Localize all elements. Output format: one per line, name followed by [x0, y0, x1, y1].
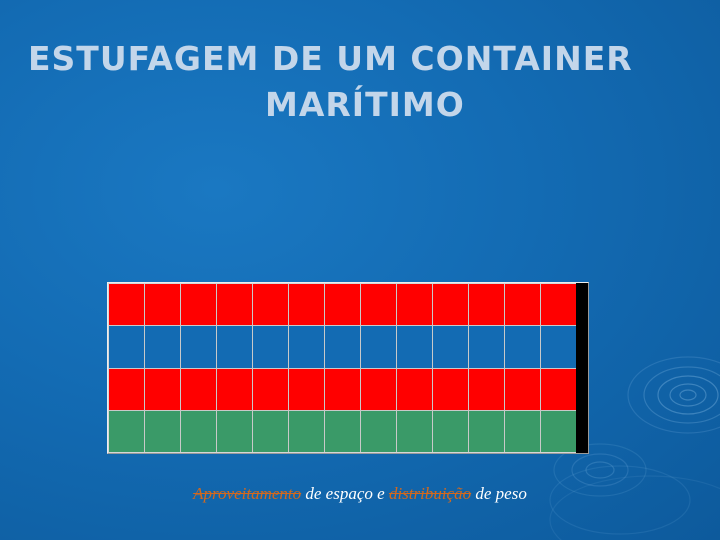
cargo-crate-green: [469, 410, 504, 452]
title-line-2: MARÍTIMO: [265, 85, 465, 124]
cargo-crate-green: [109, 410, 144, 452]
cargo-crate-green: [325, 410, 360, 452]
cargo-crate-red: [469, 368, 504, 410]
cargo-crate-blue: [397, 326, 432, 368]
cargo-crate-red: [181, 368, 216, 410]
cargo-crate-red: [505, 368, 540, 410]
cargo-crate-red: [145, 284, 180, 326]
cargo-crate-blue: [469, 326, 504, 368]
cargo-crate-red: [109, 284, 144, 326]
cargo-crate-blue: [325, 326, 360, 368]
cargo-crate-blue: [433, 326, 468, 368]
cargo-crate-blue: [289, 326, 324, 368]
cargo-crate-green: [253, 410, 288, 452]
cargo-crate-blue: [541, 326, 576, 368]
cargo-crate-blue: [145, 326, 180, 368]
cargo-crate-blue: [109, 326, 144, 368]
caption-word-distribuicao: distribuição: [388, 484, 472, 503]
cargo-crate-red: [541, 368, 576, 410]
cargo-crate-red: [289, 284, 324, 326]
cargo-crate-red: [325, 368, 360, 410]
cargo-crate-green: [541, 410, 576, 452]
cargo-crate-red: [433, 368, 468, 410]
cargo-crate-red: [253, 368, 288, 410]
cargo-crate-blue: [217, 326, 252, 368]
cargo-crate-green: [217, 410, 252, 452]
cargo-crate-green: [505, 410, 540, 452]
caption-text-de-espaco: de espaço e: [301, 484, 389, 503]
cargo-crate-green: [397, 410, 432, 452]
cargo-grid: [109, 284, 576, 452]
cargo-crate-green: [433, 410, 468, 452]
cargo-crate-red: [361, 368, 396, 410]
cargo-crate-red: [397, 284, 432, 326]
cargo-crate-red: [361, 284, 396, 326]
caption: Aproveitamento de espaço e distribuição …: [0, 483, 720, 505]
cargo-crate-red: [325, 284, 360, 326]
cargo-crate-blue: [361, 326, 396, 368]
cargo-crate-red: [217, 284, 252, 326]
shipping-container: [107, 282, 589, 454]
cargo-crate-red: [289, 368, 324, 410]
cargo-crate-red: [505, 284, 540, 326]
cargo-crate-blue: [253, 326, 288, 368]
cargo-crate-red: [217, 368, 252, 410]
cargo-crate-red: [181, 284, 216, 326]
cargo-crate-green: [289, 410, 324, 452]
cargo-crate-green: [181, 410, 216, 452]
title-line-1: ESTUFAGEM DE UM CONTAINER: [28, 39, 633, 78]
cargo-crate-red: [253, 284, 288, 326]
cargo-crate-blue: [505, 326, 540, 368]
slide-title: ESTUFAGEM DE UM CONTAINER MARÍTIMO: [0, 36, 720, 128]
cargo-crate-red: [469, 284, 504, 326]
caption-text-de-peso: de peso: [471, 484, 527, 503]
container-door: [576, 283, 588, 453]
cargo-crate-red: [109, 368, 144, 410]
cargo-crate-blue: [181, 326, 216, 368]
cargo-crate-green: [145, 410, 180, 452]
cargo-crate-red: [397, 368, 432, 410]
cargo-crate-red: [145, 368, 180, 410]
cargo-crate-red: [541, 284, 576, 326]
cargo-crate-green: [361, 410, 396, 452]
cargo-crate-red: [433, 284, 468, 326]
caption-word-aproveitamento: Aproveitamento: [193, 484, 302, 503]
